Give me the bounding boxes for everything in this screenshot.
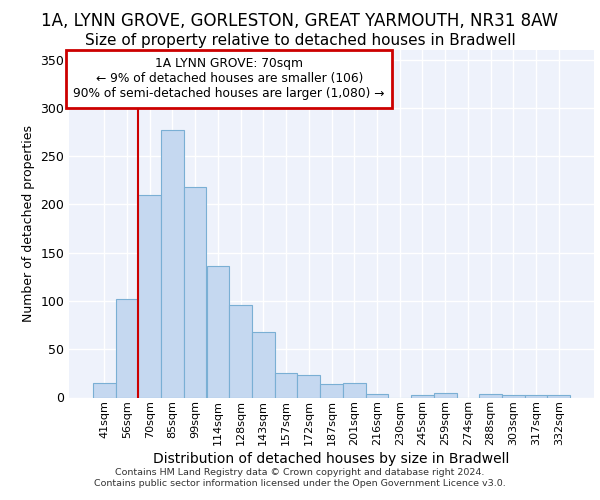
Bar [343,383,365,398]
Bar [116,299,139,398]
Bar [229,305,252,398]
Bar [434,392,457,398]
Bar [184,187,206,398]
Text: Contains HM Land Registry data © Crown copyright and database right 2024.
Contai: Contains HM Land Registry data © Crown c… [94,468,506,487]
Bar [139,195,161,398]
Bar [524,394,547,398]
Bar [411,394,434,398]
Bar [502,394,524,398]
Bar [298,376,320,398]
Bar [93,383,116,398]
Bar [252,332,275,398]
Text: 1A, LYNN GROVE, GORLESTON, GREAT YARMOUTH, NR31 8AW: 1A, LYNN GROVE, GORLESTON, GREAT YARMOUT… [41,12,559,30]
Bar [365,394,388,398]
Bar [547,394,570,398]
Bar [275,374,298,398]
Text: 1A LYNN GROVE: 70sqm
← 9% of detached houses are smaller (106)
90% of semi-detac: 1A LYNN GROVE: 70sqm ← 9% of detached ho… [73,58,385,100]
Y-axis label: Number of detached properties: Number of detached properties [22,125,35,322]
Bar [479,394,502,398]
Text: Size of property relative to detached houses in Bradwell: Size of property relative to detached ho… [85,32,515,48]
X-axis label: Distribution of detached houses by size in Bradwell: Distribution of detached houses by size … [154,452,509,466]
Bar [161,130,184,398]
Bar [206,266,229,398]
Bar [320,384,343,398]
